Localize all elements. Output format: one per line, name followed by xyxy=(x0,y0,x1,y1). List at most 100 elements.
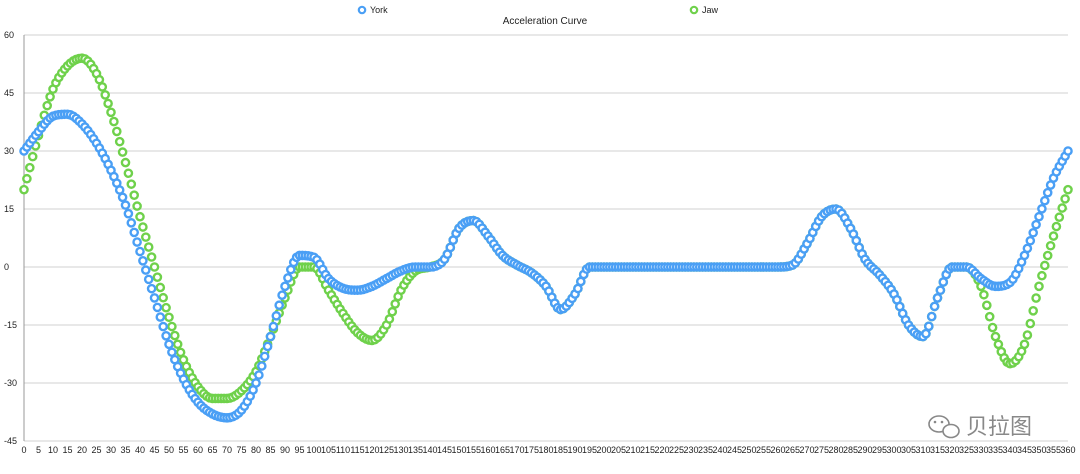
data-point-jaw xyxy=(129,190,139,200)
data-point-york xyxy=(1042,187,1053,198)
data-point-york xyxy=(262,341,273,352)
x-tick-label: 150 xyxy=(451,445,466,455)
x-tick-label: 250 xyxy=(741,445,756,455)
x-tick-labels: 0 5 10 15 20 25 30 35 40 45 50 55 60 65 70 75 80 85 90 95 10… xyxy=(21,445,1075,455)
data-point-jaw xyxy=(390,299,401,309)
data-point-jaw xyxy=(984,311,995,322)
data-point-jaw xyxy=(1019,339,1030,350)
legend-york-marker xyxy=(357,5,367,15)
data-point-jaw xyxy=(149,262,160,272)
data-point-jaw xyxy=(1025,318,1036,329)
data-point-jaw xyxy=(1031,293,1041,303)
data-point-jaw xyxy=(1037,270,1047,281)
data-point-jaw xyxy=(158,292,168,303)
data-point-york xyxy=(155,312,166,322)
x-tick-label: 165 xyxy=(495,445,510,455)
data-point-jaw xyxy=(175,347,186,358)
x-tick-label: 50 xyxy=(164,445,174,455)
legend[interactable]: York Jaw xyxy=(357,5,719,15)
data-point-york xyxy=(152,302,163,313)
x-tick-label: 85 xyxy=(265,445,275,455)
x-tick-label: 205 xyxy=(611,445,626,455)
x-tick-label: 95 xyxy=(294,445,304,455)
data-point-jaw xyxy=(100,90,110,100)
data-point-jaw xyxy=(1060,194,1070,204)
wechat-icon xyxy=(928,415,960,439)
data-point-york xyxy=(138,256,148,266)
x-tick-label: 110 xyxy=(336,445,350,455)
data-point-jaw xyxy=(140,232,151,242)
legend-item-york[interactable]: York xyxy=(357,5,388,15)
data-point-jaw xyxy=(982,300,992,311)
x-tick-label: 145 xyxy=(437,445,452,455)
data-point-jaw xyxy=(146,252,157,262)
data-point-york xyxy=(259,351,270,362)
data-point-jaw xyxy=(19,184,29,195)
data-point-jaw xyxy=(126,179,137,189)
data-point-jaw xyxy=(106,107,116,118)
x-tick-label: 125 xyxy=(379,445,394,455)
data-point-jaw xyxy=(1051,221,1062,232)
x-tick-label: 65 xyxy=(207,445,217,455)
data-point-york xyxy=(280,281,290,292)
x-tick-label: 270 xyxy=(799,445,814,455)
data-point-jaw xyxy=(120,157,131,168)
x-tick-label: 70 xyxy=(222,445,232,455)
x-tick-label: 140 xyxy=(422,445,437,455)
legend-york-label: York xyxy=(370,5,388,15)
x-tick-label: 360 xyxy=(1060,445,1075,455)
data-point-jaw xyxy=(990,331,1001,342)
data-point-jaw xyxy=(1022,330,1033,340)
data-point-jaw xyxy=(1057,203,1067,213)
data-point-jaw xyxy=(387,306,398,317)
x-tick-label: 45 xyxy=(149,445,159,455)
x-tick-label: 200 xyxy=(596,445,611,455)
data-point-york xyxy=(929,301,940,312)
x-tick-label: 30 xyxy=(106,445,116,455)
x-tick-label: 160 xyxy=(480,445,495,455)
y-tick-labels: -45 -30 -15 0 15 30 45 60 xyxy=(4,30,17,446)
x-tick-label: 335 xyxy=(988,445,1003,455)
series-york xyxy=(19,109,1073,423)
data-point-york xyxy=(256,361,267,371)
data-point-jaw xyxy=(167,321,177,332)
legend-item-jaw[interactable]: Jaw xyxy=(689,5,719,15)
y-tick-label: -45 xyxy=(4,436,17,446)
x-tick-label: 185 xyxy=(553,445,568,455)
data-point-jaw xyxy=(1042,250,1053,261)
y-tick-label: 45 xyxy=(4,88,14,98)
data-point-york xyxy=(161,330,171,341)
data-point-jaw xyxy=(103,98,113,109)
x-tick-label: 90 xyxy=(280,445,290,455)
x-tick-label: 325 xyxy=(959,445,974,455)
x-tick-label: 320 xyxy=(944,445,959,455)
x-tick-label: 345 xyxy=(1017,445,1032,455)
x-tick-label: 215 xyxy=(640,445,655,455)
data-point-york xyxy=(271,311,282,321)
x-tick-label: 170 xyxy=(509,445,524,455)
x-tick-label: 355 xyxy=(1046,445,1061,455)
x-tick-label: 0 xyxy=(21,445,26,455)
data-point-jaw xyxy=(114,136,125,147)
x-tick-label: 295 xyxy=(872,445,887,455)
data-point-jaw xyxy=(109,116,119,127)
data-point-york xyxy=(149,293,160,303)
y-tick-label: 30 xyxy=(4,146,14,156)
data-point-jaw xyxy=(979,289,989,300)
data-point-jaw xyxy=(97,82,108,92)
data-point-york xyxy=(277,290,287,301)
x-tick-label: 225 xyxy=(669,445,684,455)
data-point-york xyxy=(254,370,264,380)
x-tick-label: 195 xyxy=(582,445,597,455)
data-point-jaw xyxy=(143,242,154,252)
x-tick-label: 190 xyxy=(567,445,582,455)
x-tick-label: 265 xyxy=(785,445,800,455)
data-point-york xyxy=(123,208,134,219)
data-point-york xyxy=(1034,211,1044,222)
data-point-jaw xyxy=(22,173,32,184)
data-point-jaw xyxy=(164,312,174,323)
x-tick-label: 55 xyxy=(178,445,188,455)
y-tick-label: 0 xyxy=(4,262,9,272)
x-tick-label: 100 xyxy=(306,445,321,455)
